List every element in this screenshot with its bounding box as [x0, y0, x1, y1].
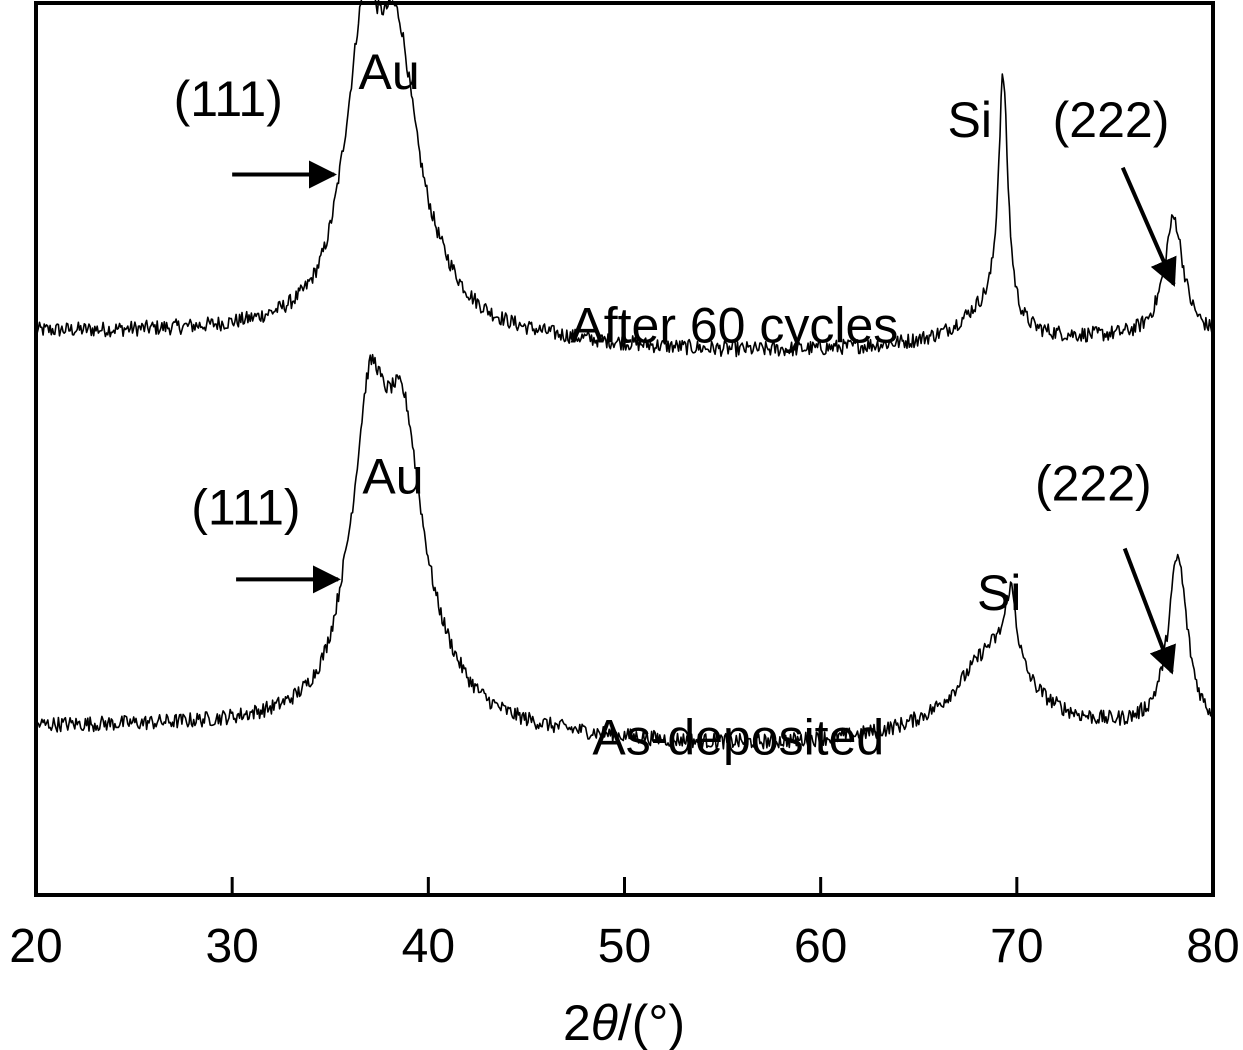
series-line-after-60-cycles	[35, 0, 1214, 358]
x-tick-label: 70	[990, 920, 1043, 973]
x-tick-label: 40	[402, 920, 455, 973]
annotation-arrow	[1120, 166, 1177, 287]
x-tick-label: 20	[9, 920, 62, 973]
tick-layer: 20 30 40 50 60 70 80	[9, 877, 1240, 973]
x-tick-label: 80	[1186, 920, 1239, 973]
x-axis-title: 2θ/(°)	[563, 995, 685, 1050]
annotation-label: Au	[359, 44, 420, 100]
annotation-arrow	[1122, 547, 1176, 675]
annotation-label: (111)	[174, 71, 283, 127]
annotation-label: Si	[977, 565, 1021, 621]
series-line-as-deposited	[35, 353, 1214, 750]
x-tick-label: 60	[794, 920, 847, 973]
annotation-label: (222)	[1035, 455, 1152, 511]
annotation-label: (111)	[191, 479, 300, 535]
series-layer	[35, 0, 1214, 750]
annotation-label: After 60 cycles	[570, 298, 898, 354]
annotation-label: (222)	[1053, 92, 1170, 148]
annotation-label: Au	[362, 449, 423, 505]
annotation-label: Si	[948, 92, 992, 148]
x-tick-label: 50	[598, 920, 651, 973]
annotation-label: As-deposited	[592, 709, 884, 765]
x-tick-label: 30	[205, 920, 258, 973]
